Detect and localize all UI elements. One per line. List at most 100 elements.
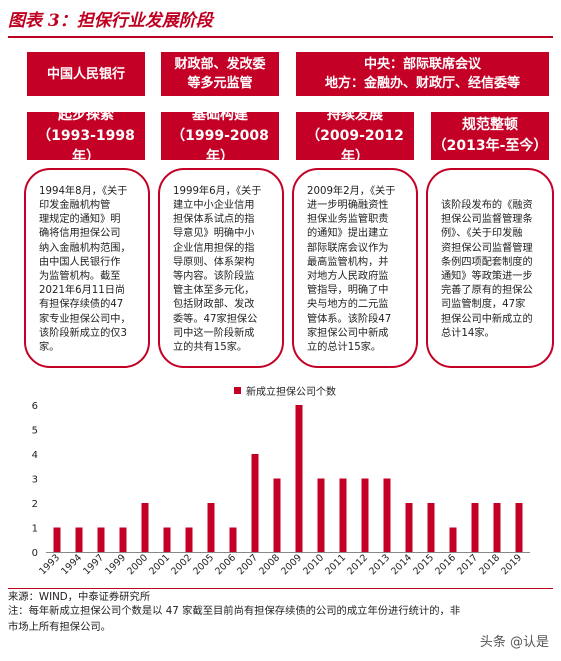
- authority-line: 财政部、发改委: [174, 57, 266, 72]
- card-line: 为监管机构。截至: [39, 271, 121, 282]
- card-line: 确将信用担保公司: [39, 228, 121, 240]
- card-line: 司监管制度，47家: [441, 299, 526, 311]
- source-line: 来源：WIND，中泰证券研究所: [8, 588, 553, 605]
- card-line: 担保业务监管职责: [307, 214, 389, 226]
- stage-header-2: 基础构建 （1999-2008年）: [161, 107, 279, 165]
- x-tick-label: 1997: [81, 552, 106, 577]
- bar-chart: 0123456199319941997199920002001200220052…: [32, 401, 530, 577]
- bar: [207, 503, 215, 552]
- bar: [339, 478, 347, 552]
- card-line: 1994年8月，《关于: [39, 185, 128, 197]
- authority-box-mof: 财政部、发改委 等多元监管: [161, 52, 279, 96]
- bar: [317, 478, 325, 552]
- card-line: 立的总计15家。: [307, 342, 382, 354]
- note-line-2: 市场上所有担保公司。: [8, 621, 111, 633]
- authority-line: 等多元监管: [187, 76, 253, 91]
- bar: [185, 527, 193, 552]
- card-line: 家专业担保公司中，: [39, 313, 131, 325]
- card-line: 有担保存续债的47: [39, 299, 124, 311]
- card-line: 委等。47家担保公: [173, 313, 258, 325]
- card-line: 进一步明确融资性: [307, 199, 389, 211]
- bar: [53, 527, 61, 552]
- card-line: 2021年6月11日尚: [39, 285, 126, 297]
- figure-title: 图表 3：担保行业发展阶段: [8, 6, 553, 38]
- stage-period: （1993-1998年）: [37, 127, 135, 165]
- card-line: 管主体至多元化，: [173, 285, 255, 297]
- card-line: 最高监管机构，并: [307, 256, 389, 268]
- watermark-signature: 头条 @认是: [479, 635, 549, 650]
- note-line-1: 注：每年新成立担保公司个数是以 47 家截至目前尚有担保存续债的公司的成立年份进…: [8, 605, 461, 617]
- x-tick-label: 2018: [477, 552, 502, 577]
- y-tick-label: 4: [32, 450, 38, 461]
- card-line: 由中国人民银行作: [39, 256, 121, 268]
- stage-name: 基础构建: [192, 106, 248, 123]
- card-text: 1994年8月，《关于 印发金融机构管 理规定的通知》明 确将信用担保公司 纳入…: [39, 185, 131, 355]
- card-line: 导原则、体系架构: [173, 256, 255, 268]
- stage-name: 规范整顿: [462, 117, 518, 133]
- x-tick-label: 2000: [125, 552, 150, 577]
- card-line: 例》、《关于印发融: [441, 228, 523, 240]
- card-line: 对地方人民政府监: [307, 271, 389, 282]
- authority-box-joint: 中央：部际联席会议 地方：金融办、财政厅、经信委等: [296, 52, 549, 96]
- x-tick-label: 2019: [499, 552, 524, 577]
- legend-swatch: [234, 387, 241, 394]
- card-text: 1999年6月，《关于 建立中小企业信用 担保体系试点的指 导意见》明确中小 企…: [173, 185, 261, 355]
- stage-name: 起步探索: [58, 106, 114, 123]
- x-tick-label: 2017: [455, 552, 480, 577]
- x-tick-label: 2016: [433, 552, 458, 577]
- y-tick-label: 2: [32, 499, 38, 510]
- card-line: 立的共有15家。: [173, 342, 248, 354]
- stage-period: （2013年-至今）: [432, 138, 548, 154]
- card-line: 管指导，明确了中: [307, 285, 389, 297]
- stage-card-1: 1994年8月，《关于 印发金融机构管 理规定的通知》明 确将信用担保公司 纳入…: [24, 168, 150, 368]
- bar: [229, 527, 237, 552]
- card-line: 纳入金融机构范围，: [39, 242, 131, 254]
- x-tick-label: 2006: [213, 552, 238, 577]
- card-line: 该阶段新成立的仅3: [39, 327, 127, 339]
- stage-header-4: 规范整顿 （2013年-至今）: [431, 112, 549, 160]
- y-tick-label: 5: [32, 426, 38, 437]
- x-tick-label: 2012: [345, 552, 370, 577]
- x-tick-label: 2009: [279, 552, 304, 577]
- x-tick-label: 2010: [301, 552, 326, 577]
- authority-line: 中国人民银行: [46, 66, 125, 82]
- x-tick-label: 1993: [37, 552, 62, 577]
- bar: [361, 478, 369, 552]
- bar: [515, 503, 523, 552]
- card-line: 担保公司中新成立的: [441, 313, 533, 325]
- x-tick-label: 1999: [103, 552, 128, 577]
- x-tick-label: 2005: [191, 552, 216, 577]
- card-line: 通知》等政策进一步: [441, 271, 533, 282]
- bar: [141, 503, 149, 552]
- card-line: 担保公司监督管理条: [441, 214, 533, 226]
- card-line: 资担保公司监督管理: [441, 242, 533, 254]
- card-line: 等内容。该阶段监: [173, 271, 255, 282]
- card-line: 企业信用担保的指: [173, 242, 255, 254]
- bar: [295, 405, 303, 552]
- card-line: 总计14家。: [441, 327, 495, 339]
- y-tick-label: 3: [32, 475, 38, 486]
- card-line: 完善了原有的担保公: [441, 285, 533, 297]
- card-line: 1999年6月，《关于: [173, 185, 262, 197]
- x-tick-label: 2002: [169, 552, 194, 577]
- bar: [163, 527, 171, 552]
- x-tick-label: 2011: [323, 552, 348, 577]
- authority-line: 中央：部际联席会议: [363, 57, 481, 72]
- stage-card-4: 该阶段发布的《融资 担保公司监督管理条 例》、《关于印发融 资担保公司监督管理 …: [426, 168, 554, 368]
- bar: [97, 527, 105, 552]
- bar: [273, 478, 281, 552]
- card-line: 条例四项配套制度的: [441, 256, 533, 268]
- bar: [75, 527, 83, 552]
- card-line: 央与地方的二元监: [307, 299, 389, 311]
- x-tick-label: 2001: [147, 552, 172, 577]
- card-line: 担保体系试点的指: [173, 214, 255, 226]
- card-text: 该阶段发布的《融资 担保公司监督管理条 例》、《关于印发融 资担保公司监督管理 …: [441, 199, 533, 341]
- card-text: 2009年2月，《关于 进一步明确融资性 担保业务监管职责 的通知》提出建立 部…: [307, 185, 395, 355]
- card-line: 理规定的通知》明: [39, 214, 121, 226]
- y-tick-label: 0: [32, 548, 38, 559]
- card-line: 家。: [39, 342, 60, 354]
- stage-card-3: 2009年2月，《关于 进一步明确融资性 担保业务监管职责 的通知》提出建立 部…: [292, 168, 418, 368]
- x-tick-label: 2014: [389, 552, 414, 577]
- stage-name: 持续发展: [327, 106, 383, 123]
- bar: [471, 503, 479, 552]
